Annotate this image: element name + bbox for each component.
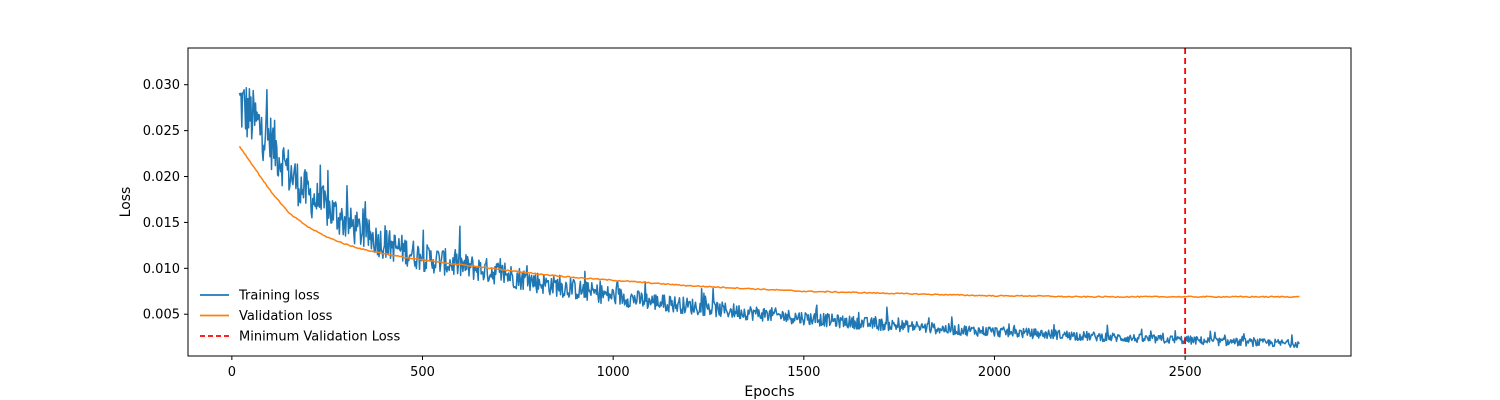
series-line-validation-loss [238, 145, 1300, 299]
y-tick-label: 0.005 [143, 308, 180, 323]
legend-label: Minimum Validation Loss [239, 330, 400, 345]
plot-frame [187, 47, 1352, 357]
y-tick-label: 0.015 [143, 216, 180, 231]
x-tick-label: 0 [228, 365, 236, 380]
series-line-training-loss [238, 87, 1300, 349]
x-tick-label: 2000 [978, 365, 1011, 380]
y-tick-label: 0.030 [143, 78, 180, 93]
plot-area [238, 48, 1300, 356]
legend-label: Validation loss [239, 309, 333, 324]
y-axis: 0.005 0.010 0.015 0.020 0.025 0.030 [143, 78, 188, 323]
x-axis: 0 500 1000 1500 2000 2500 [228, 356, 1202, 380]
x-tick-label: 1500 [787, 365, 820, 380]
x-tick-label: 1000 [597, 365, 630, 380]
legend-label: Training loss [238, 289, 320, 304]
series-layer [238, 48, 1300, 356]
legend: Training loss Validation loss Minimum Vali… [200, 289, 400, 345]
y-tick-label: 0.010 [143, 262, 180, 277]
y-axis-label: Loss [118, 187, 134, 218]
x-tick-label: 2500 [1169, 365, 1202, 380]
x-tick-label: 500 [410, 365, 435, 380]
y-tick-label: 0.020 [143, 170, 180, 185]
y-tick-label: 0.025 [143, 124, 180, 139]
x-axis-label: Epochs [744, 384, 794, 400]
